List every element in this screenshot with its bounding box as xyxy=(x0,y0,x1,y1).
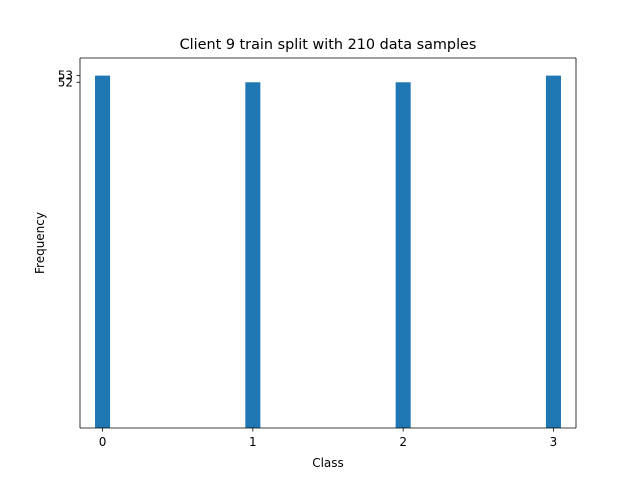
bar-class-1 xyxy=(245,82,261,428)
bars-group xyxy=(95,75,561,428)
bar-class-0 xyxy=(95,75,111,428)
x-axis-title: Class xyxy=(312,456,344,470)
bar-class-3 xyxy=(545,75,561,428)
x-tick-label-3: 3 xyxy=(550,435,558,449)
x-tick-label-2: 2 xyxy=(399,435,407,449)
y-tick-label-52: 52 xyxy=(58,75,73,89)
bar-class-2 xyxy=(395,82,411,428)
x-tick-label-0: 0 xyxy=(99,435,107,449)
x-tick-label-1: 1 xyxy=(249,435,257,449)
y-tick-label-53: 53 xyxy=(58,69,73,83)
plot-frame xyxy=(79,57,577,429)
x-axis-ticks: 0 1 2 3 xyxy=(99,428,558,449)
chart-title: Client 9 train split with 210 data sampl… xyxy=(180,37,477,53)
y-axis-title: Frequency xyxy=(33,212,47,274)
